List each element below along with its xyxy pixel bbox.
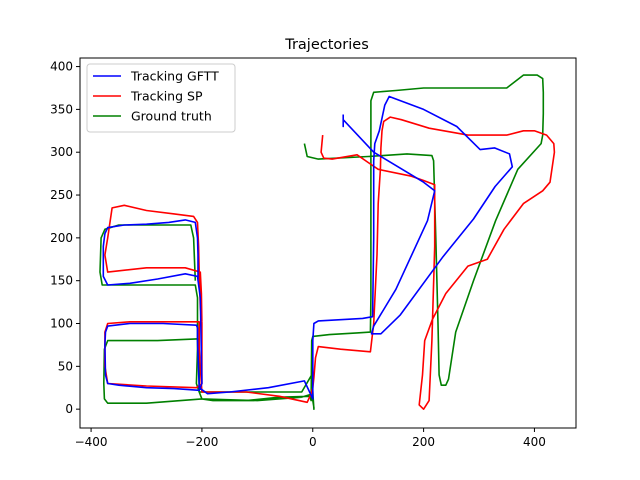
y-tick-label: 0 xyxy=(65,402,73,416)
y-tick-label: 350 xyxy=(50,102,73,116)
x-tick-label: −200 xyxy=(185,435,218,449)
legend-box xyxy=(86,63,236,133)
y-tick-label: 400 xyxy=(50,60,73,74)
series-layer xyxy=(99,74,556,411)
x-tick-label: 400 xyxy=(523,435,546,449)
y-tick-label: 50 xyxy=(58,359,73,373)
x-tick-label: 200 xyxy=(412,435,435,449)
y-tick-label: 300 xyxy=(50,145,73,159)
y-tick-label: 250 xyxy=(50,188,73,202)
y-tick-label: 200 xyxy=(50,231,73,245)
x-tick-label: −400 xyxy=(75,435,108,449)
legend-label: Tracking GFTT xyxy=(130,69,219,84)
axis-ticks: −400 −200 0 200 400 0 50 100 150 200 250 300 350 400 xyxy=(50,60,546,449)
legend-label: Tracking SP xyxy=(130,89,203,104)
series-line-tracking-gftt xyxy=(102,95,514,400)
chart-title: Trajectories xyxy=(284,37,369,53)
y-tick-label: 100 xyxy=(50,317,73,331)
legend: Tracking GFTT Tracking SP Ground truth xyxy=(86,63,236,133)
y-tick-label: 150 xyxy=(50,274,73,288)
plot-frame xyxy=(79,57,577,429)
series-line-tracking-sp xyxy=(104,116,556,411)
legend-label: Ground truth xyxy=(131,109,212,124)
x-tick-label: 0 xyxy=(309,435,317,449)
